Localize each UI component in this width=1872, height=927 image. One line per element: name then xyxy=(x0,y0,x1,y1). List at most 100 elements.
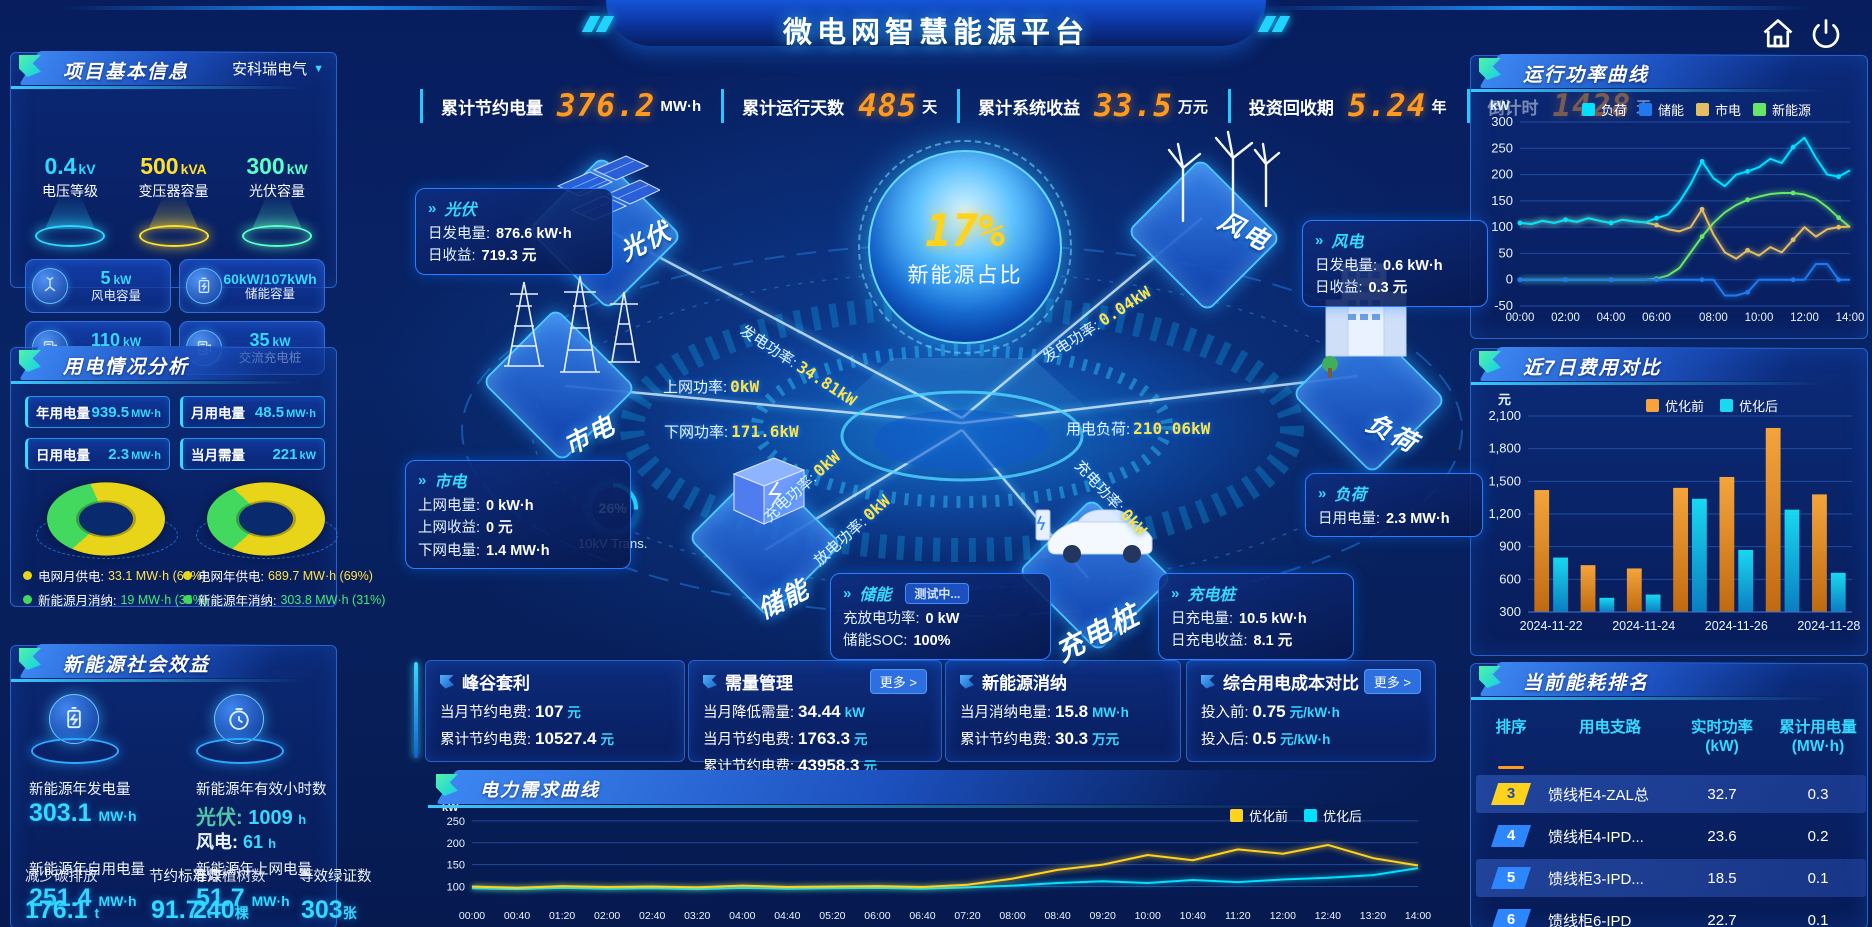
benefit-row: 当月节约电费: 1763.3 元 xyxy=(703,725,927,752)
legend-item-优化前[interactable]: 优化前 xyxy=(1646,396,1704,415)
info-value: 0.3 元 xyxy=(1368,280,1408,297)
pedestal-unit: kV xyxy=(78,161,96,177)
new-energy-ratio-sphere: 17% 新能源占比 xyxy=(858,140,1072,354)
legend-item-负荷[interactable]: 负荷 xyxy=(1582,100,1627,119)
benefit-box-title-row: 综合用电成本对比 更多 > xyxy=(1201,669,1421,694)
info-label: 日收益: xyxy=(1315,280,1363,297)
svg-text:100: 100 xyxy=(447,882,465,894)
run-power-panel: 运行功率曲线 xyxy=(1470,55,1868,339)
donut-legend-item[interactable]: 电网年供电: 689.7 MW·h (69%) xyxy=(183,566,373,585)
benefit-unit: MW·h xyxy=(1092,705,1129,720)
legend-item-储能[interactable]: 储能 xyxy=(1639,100,1684,119)
pv-hours: 光伏: 1009 h xyxy=(196,807,307,829)
company-dropdown[interactable]: 安科瑞电气 ▼ xyxy=(232,58,324,79)
benefit-unit: 元/kW·h xyxy=(1289,705,1340,720)
hours-label: 新能源年有效小时数 xyxy=(196,782,327,798)
realtime-power: 23.6 xyxy=(1707,827,1737,845)
donut-legend-item[interactable]: 新能源月消纳: 19 MW·h (36%) xyxy=(23,590,208,609)
benefit-title: 新能源社会效益 xyxy=(63,655,211,676)
legend-item-市电[interactable]: 市电 xyxy=(1696,100,1741,119)
panel-corner-icon xyxy=(440,674,454,689)
info-box-title-row: » 充电桩 xyxy=(1171,581,1341,605)
branch-name: 馈线柜4-IPD... xyxy=(1548,828,1644,846)
info-row: 上网电量: 0 kW·h xyxy=(418,495,618,517)
benefit-label: 当月降低需量: xyxy=(703,705,795,721)
table-row[interactable]: 5 馈线柜3-IPD... 18.5 0.1 xyxy=(1476,859,1866,897)
power-icon[interactable] xyxy=(1808,16,1844,52)
legend-item-优化后[interactable]: 优化后 xyxy=(1304,806,1362,825)
legend-item-优化后[interactable]: 优化后 xyxy=(1720,396,1778,415)
benefit-value: 34.44 xyxy=(798,702,841,721)
table-row[interactable]: 4 馈线柜4-IPD... 23.6 0.2 xyxy=(1476,817,1866,855)
row-accent xyxy=(414,662,418,758)
ranking-column-header[interactable]: 实时功率 (kW) xyxy=(1690,719,1753,756)
benefit-label: 累计节约电费: xyxy=(960,732,1052,749)
chevron-right-icon: » xyxy=(1318,484,1327,502)
pv-info-box: » 光伏 日发电量: 876.6 kW·h 日收益: 719.3 元 xyxy=(415,188,613,275)
legend-value: 33.1 MW·h (64%) xyxy=(107,568,206,583)
more-button[interactable]: 更多 > xyxy=(869,669,927,694)
pedestal-label: 电压等级 xyxy=(42,183,98,199)
usage-title: 用电情况分析 xyxy=(63,357,190,378)
usage-stat-label: 月用电量 xyxy=(191,406,245,421)
home-icon[interactable] xyxy=(1760,16,1796,52)
rank-badge: 6 xyxy=(1491,909,1531,927)
info-label: 日收益: xyxy=(428,248,476,265)
info-row: 下网电量: 1.4 MW·h xyxy=(418,540,618,562)
ranking-title: 当前能耗排名 xyxy=(1523,673,1650,694)
legend-item-新能源[interactable]: 新能源 xyxy=(1753,100,1811,119)
table-row[interactable]: 3 馈线柜4-ZAL总 32.7 0.3 xyxy=(1476,775,1866,813)
info-label: 上网收益: xyxy=(418,520,481,537)
panel-corner-icon xyxy=(703,674,717,689)
svg-text:00:40: 00:40 xyxy=(504,910,530,922)
benefit-box-title-row: 峰谷套利 xyxy=(440,669,670,694)
stat-item: 累计节约电量 376.2 MW·h xyxy=(420,88,721,124)
rank-cell: 4 xyxy=(1476,825,1546,847)
year-donut-legend: 电网年供电: 689.7 MW·h (69%) 新能源年消纳: 303.8 MW·h … xyxy=(183,566,385,614)
table-row[interactable]: 6 馈线柜6-IPD 22.7 0.1 xyxy=(1476,901,1866,927)
info-box-title-row: » 储能 测试中... xyxy=(843,581,1038,605)
usage-stat-value: 221 kW xyxy=(272,445,317,463)
benefit-label: 当月节约电费: xyxy=(703,732,795,749)
donut-legend-item[interactable]: 电网月供电: 33.1 MW·h (64%) xyxy=(23,566,206,585)
usage-stat-unit: MW·h xyxy=(131,407,161,420)
panel-corner-icon xyxy=(19,350,41,372)
banner-line-right xyxy=(1252,6,1812,10)
svg-text:2024-11-26: 2024-11-26 xyxy=(1705,619,1768,633)
more-button[interactable]: 更多 > xyxy=(1363,669,1421,694)
ranking-column-header[interactable]: 排序 xyxy=(1495,719,1527,736)
coal-value: 91.7 t xyxy=(151,896,212,924)
info-box-title: 市电 xyxy=(434,474,467,491)
benefit-box-title: 综合用电成本对比 xyxy=(1223,674,1359,693)
info-box-title-row: » 负荷 xyxy=(1318,481,1470,505)
info-label: 日充电量: xyxy=(1171,611,1234,627)
consumption-box: 新能源消纳 当月消纳电量: 15.8 MW·h 累计节约电费: 30.3 万元 xyxy=(945,660,1181,762)
donut-legend-item[interactable]: 新能源年消纳: 303.8 MW·h (31%) xyxy=(183,590,385,609)
battery-bolt-icon xyxy=(49,694,99,744)
svg-text:11:20: 11:20 xyxy=(1225,910,1251,922)
svg-text:06:40: 06:40 xyxy=(909,910,935,922)
info-row: 日发电量: 0.6 kW·h xyxy=(1315,255,1475,277)
benefit-value: 15.8 xyxy=(1055,702,1089,721)
peak-valley-box: 峰谷套利 当月节约电费: 107 元累计节约电费: 10527.4 元 xyxy=(425,660,685,762)
ranking-column-header[interactable]: 用电支路 xyxy=(1578,719,1641,736)
panel-corner-icon xyxy=(1479,351,1501,373)
svg-text:07:20: 07:20 xyxy=(954,910,980,922)
stat-label: 累计运行天数 xyxy=(742,98,845,118)
node-load-platform xyxy=(1290,263,1447,475)
info-box-title: 光伏 xyxy=(444,202,477,219)
svg-text:05:20: 05:20 xyxy=(819,910,845,922)
ranking-column-header[interactable]: 累计用电量 (MW·h) xyxy=(1779,719,1857,756)
ranking-sort-indicator[interactable] xyxy=(1498,766,1524,769)
benefit-value: 0.75 xyxy=(1252,702,1286,721)
usage-stat-unit: kW xyxy=(299,449,317,462)
gen-label: 新能源年发电量 xyxy=(29,782,131,798)
cost7-legend: 优化前 优化后 xyxy=(1646,396,1778,415)
svg-text:12:00: 12:00 xyxy=(1270,910,1296,922)
benefit-row: 当月消纳电量: 15.8 MW·h xyxy=(960,698,1166,725)
stat-item: 累计系统收益 33.5 万元 xyxy=(957,88,1228,124)
stat-unit: MW·h xyxy=(660,97,702,115)
legend-item-优化前[interactable]: 优化前 xyxy=(1230,806,1288,825)
accumulated-energy: 0.1 xyxy=(1807,869,1829,887)
